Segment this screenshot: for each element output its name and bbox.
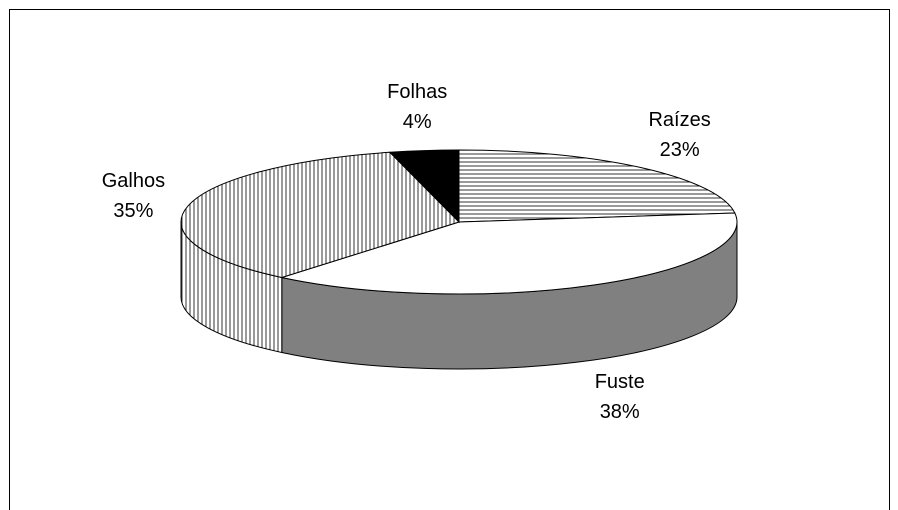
slice-value-label: 35% xyxy=(113,200,153,222)
slice-label: Raízes xyxy=(648,109,710,131)
slice-value-label: 4% xyxy=(403,111,432,133)
slice-label: Galhos xyxy=(102,170,165,192)
pie-slice xyxy=(458,149,736,223)
chart-frame xyxy=(9,9,890,510)
pie-slice xyxy=(388,149,460,224)
slice-value-label: 23% xyxy=(660,139,700,161)
slice-value-label: 38% xyxy=(600,401,640,423)
slice-label: Folhas xyxy=(387,81,447,103)
pie-slice xyxy=(279,212,738,295)
slice-label: Fuste xyxy=(595,371,645,393)
pie-slice xyxy=(180,151,460,278)
